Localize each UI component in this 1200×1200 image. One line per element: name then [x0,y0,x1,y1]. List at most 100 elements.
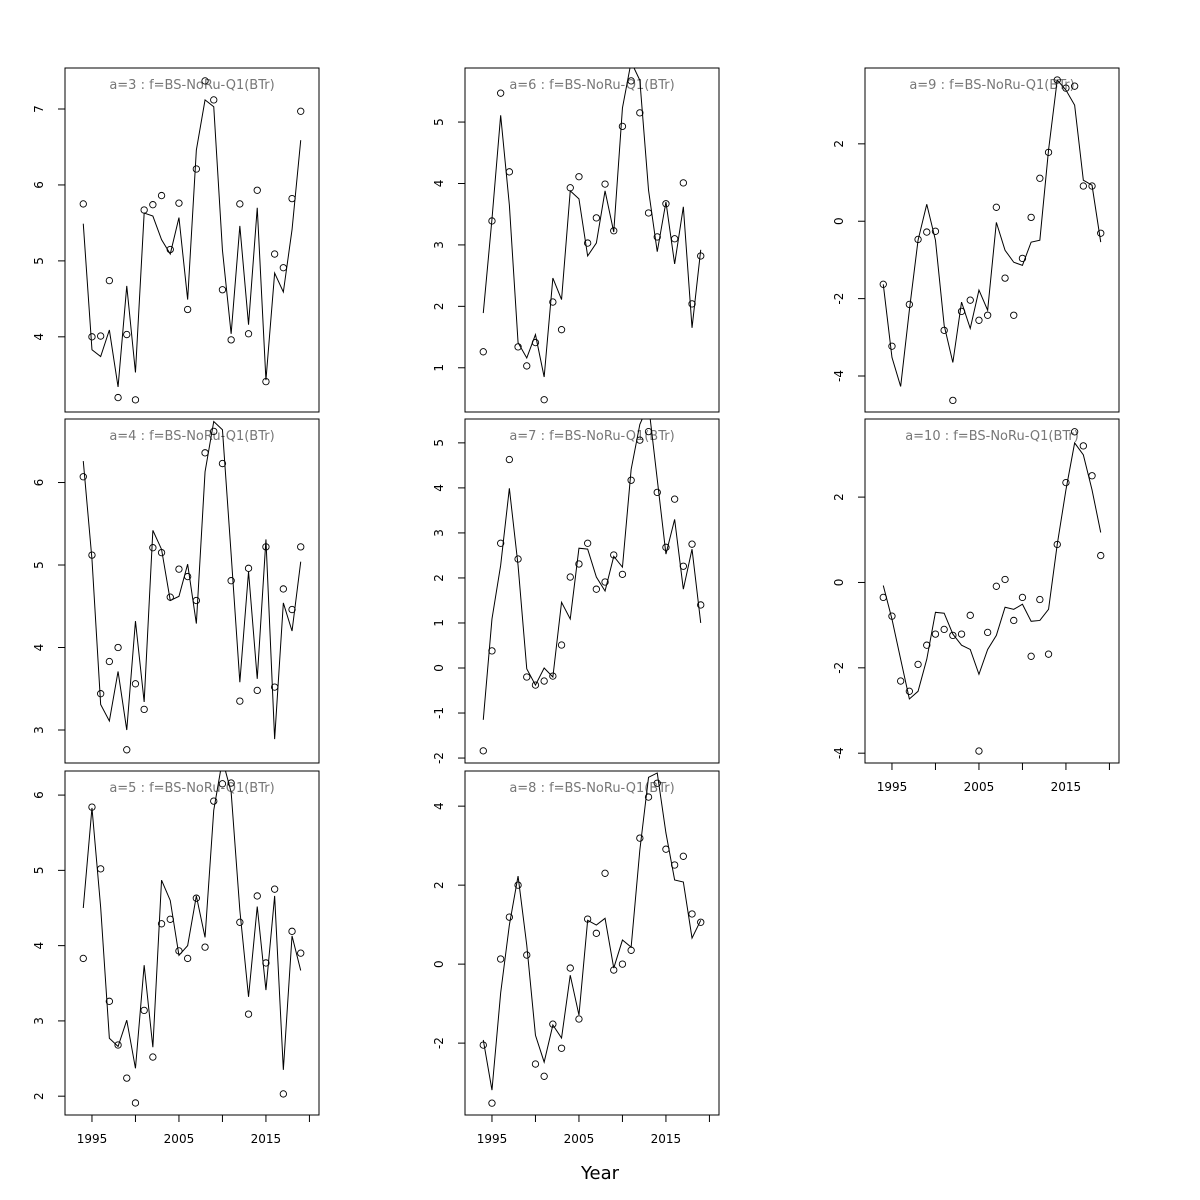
data-point [1010,311,1018,319]
data-point [557,641,566,649]
y-tick-label: 0 [832,579,846,587]
plot-area [479,772,705,1107]
data-point [914,660,922,669]
data-point [688,300,696,308]
data-point [531,1060,540,1068]
data-point [697,918,705,926]
y-tick-label: -2 [832,293,846,305]
data-point [531,681,540,689]
data-point [253,892,261,900]
y-tick-label: 5 [32,257,46,265]
data-point [1088,182,1096,190]
data-point [653,233,661,241]
data-point [940,625,948,634]
data-point [253,686,261,695]
data-point [123,330,131,339]
data-point [236,697,244,705]
data-point [618,960,627,968]
data-point [566,573,574,581]
x-tick-label: 2015 [1051,780,1082,794]
data-point [575,560,583,568]
data-point [244,330,253,338]
data-point [653,779,661,787]
data-point [897,677,905,685]
data-point [984,311,992,319]
data-point [627,946,635,954]
y-tick-label: 1 [432,364,446,372]
data-point [1079,182,1087,190]
data-point [670,495,679,503]
data-point [140,705,148,714]
y-tick-label: 4 [32,333,46,341]
y-tick-label: 6 [32,479,46,487]
data-point [488,1099,496,1107]
data-point [1044,650,1053,658]
data-point [523,951,531,959]
data-point [670,235,679,243]
panel: a=8 : f=BS-NoRu-Q1(BTr) -2 0 2 4 1995 2005 2015 [432,770,720,1146]
y-tick-label: -2 [432,1037,446,1049]
data-point [210,797,218,805]
x-tick-label: 2005 [964,780,995,794]
y-tick-label: 4 [32,644,46,652]
plot-area [879,76,1105,405]
y-tick-label: -2 [432,752,446,764]
data-point [966,296,974,304]
data-point [1027,652,1035,660]
fitted-line [482,68,702,378]
y-tick-label: 7 [32,105,46,113]
plot-area [479,419,705,755]
data-point [1079,442,1087,450]
data-point [201,449,209,457]
data-point [270,885,279,893]
y-tick-label: 1 [432,619,446,627]
y-tick-label: 4 [432,484,446,492]
data-point [218,286,227,294]
data-point [288,605,296,614]
data-point [514,881,522,889]
data-point [584,539,592,547]
data-point [1001,575,1009,584]
data-point [175,199,183,207]
data-point [540,677,548,685]
panel: a=6 : f=BS-NoRu-Q1(BTr) 1 2 3 4 5 [432,67,720,413]
data-point [618,570,627,578]
panel-title: a=10 : f=BS-NoRu-Q1(BTr) [905,429,1079,444]
data-point [201,77,209,85]
y-tick-label: 5 [432,439,446,447]
data-point [279,264,287,272]
data-point [505,168,514,176]
data-point [931,630,940,638]
data-point [88,333,96,341]
data-point [575,173,583,181]
data-point [697,601,705,609]
data-point [497,89,505,97]
fitted-line [882,78,1102,387]
data-point [227,779,235,787]
y-tick-label: 3 [32,1017,46,1025]
data-point [270,250,279,258]
data-point [662,200,670,208]
data-point [505,913,514,921]
data-point [523,362,531,370]
data-point [966,611,974,619]
data-point [79,200,87,208]
y-tick-label: -1 [432,707,446,719]
data-point [184,305,192,314]
fitted-line [82,420,302,740]
plot-frame [864,67,1120,413]
data-point [949,631,957,640]
y-tick-label: 0 [432,960,446,968]
data-point [192,596,200,605]
data-point [1036,595,1044,604]
plot-frame [64,418,320,764]
x-tick-label: 2005 [164,1132,195,1146]
plot-frame [464,770,720,1116]
panel-title: a=4 : f=BS-NoRu-Q1(BTr) [109,429,274,444]
panel-title: a=9 : f=BS-NoRu-Q1(BTr) [909,78,1074,93]
data-point [288,194,296,203]
panel-title: a=5 : f=BS-NoRu-Q1(BTr) [109,781,274,796]
y-tick-label: 6 [32,181,46,189]
data-point [975,316,983,324]
